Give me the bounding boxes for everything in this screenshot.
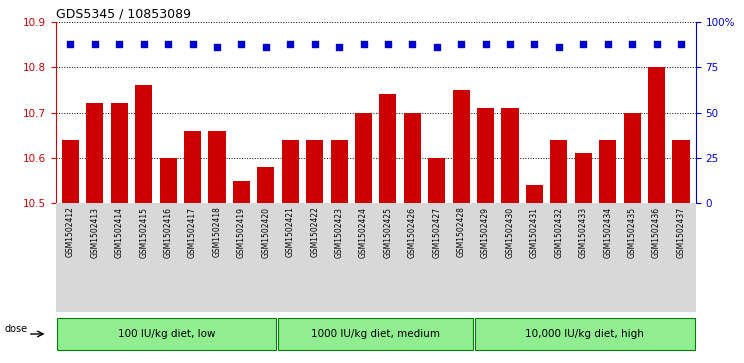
Point	[235, 41, 247, 46]
Text: GSM1502415: GSM1502415	[139, 207, 148, 257]
Text: GSM1502423: GSM1502423	[335, 207, 344, 257]
Point	[284, 41, 296, 46]
Text: GSM1502417: GSM1502417	[188, 207, 197, 257]
Bar	[477, 108, 494, 203]
Text: GSM1502413: GSM1502413	[90, 207, 100, 257]
Bar	[233, 180, 250, 203]
Text: GSM1502422: GSM1502422	[310, 207, 319, 257]
Bar	[135, 85, 153, 203]
Text: GSM1502419: GSM1502419	[237, 207, 246, 257]
Point	[211, 44, 223, 50]
Text: GSM1502426: GSM1502426	[408, 207, 417, 257]
Text: GSM1502414: GSM1502414	[115, 207, 124, 257]
Text: GSM1502416: GSM1502416	[164, 207, 173, 257]
Point	[65, 41, 77, 46]
Bar	[257, 167, 275, 203]
Point	[504, 41, 516, 46]
Text: GSM1502430: GSM1502430	[505, 207, 515, 258]
Bar	[208, 131, 225, 203]
Text: GSM1502421: GSM1502421	[286, 207, 295, 257]
Point	[162, 41, 174, 46]
Bar	[599, 140, 616, 203]
Text: GSM1502433: GSM1502433	[579, 207, 588, 258]
Text: GSM1502429: GSM1502429	[481, 207, 490, 257]
Text: GSM1502420: GSM1502420	[261, 207, 270, 257]
Bar	[551, 140, 568, 203]
Bar	[429, 158, 446, 203]
Point	[260, 44, 272, 50]
Text: 10,000 IU/kg diet, high: 10,000 IU/kg diet, high	[525, 329, 644, 339]
Point	[333, 44, 345, 50]
Text: GDS5345 / 10853089: GDS5345 / 10853089	[56, 8, 190, 21]
Point	[528, 41, 540, 46]
Bar	[111, 103, 128, 203]
Text: GSM1502424: GSM1502424	[359, 207, 368, 257]
FancyBboxPatch shape	[57, 318, 276, 350]
Text: GSM1502437: GSM1502437	[676, 207, 685, 258]
Text: GSM1502436: GSM1502436	[652, 207, 661, 258]
Point	[455, 41, 467, 46]
Point	[431, 44, 443, 50]
Bar	[648, 67, 665, 203]
Bar	[62, 140, 79, 203]
Point	[480, 41, 492, 46]
Bar	[526, 185, 543, 203]
Point	[309, 41, 321, 46]
Bar	[160, 158, 176, 203]
Text: dose: dose	[4, 323, 28, 334]
Bar	[184, 131, 201, 203]
Text: GSM1502425: GSM1502425	[383, 207, 392, 257]
Bar	[355, 113, 372, 203]
Point	[406, 41, 418, 46]
Bar	[282, 140, 299, 203]
Bar	[404, 113, 421, 203]
Bar	[330, 140, 347, 203]
Bar	[306, 140, 323, 203]
Text: GSM1502428: GSM1502428	[457, 207, 466, 257]
Text: GSM1502435: GSM1502435	[628, 207, 637, 258]
Text: GSM1502434: GSM1502434	[603, 207, 612, 258]
Bar	[623, 113, 641, 203]
Point	[650, 41, 662, 46]
Point	[577, 41, 589, 46]
Point	[675, 41, 687, 46]
FancyBboxPatch shape	[278, 318, 473, 350]
Text: GSM1502418: GSM1502418	[213, 207, 222, 257]
Text: GSM1502431: GSM1502431	[530, 207, 539, 257]
FancyBboxPatch shape	[475, 318, 695, 350]
Bar	[501, 108, 519, 203]
Point	[602, 41, 614, 46]
Point	[358, 41, 370, 46]
Point	[187, 41, 199, 46]
Point	[138, 41, 150, 46]
Bar	[575, 153, 591, 203]
Text: 100 IU/kg diet, low: 100 IU/kg diet, low	[118, 329, 215, 339]
Text: GSM1502412: GSM1502412	[66, 207, 75, 257]
Bar	[86, 103, 103, 203]
Bar	[379, 94, 397, 203]
Point	[382, 41, 394, 46]
Point	[89, 41, 101, 46]
Bar	[452, 90, 469, 203]
Point	[553, 44, 565, 50]
Bar	[673, 140, 690, 203]
Point	[113, 41, 125, 46]
Text: GSM1502432: GSM1502432	[554, 207, 563, 257]
Point	[626, 41, 638, 46]
Text: GSM1502427: GSM1502427	[432, 207, 441, 257]
Text: 1000 IU/kg diet, medium: 1000 IU/kg diet, medium	[311, 329, 440, 339]
